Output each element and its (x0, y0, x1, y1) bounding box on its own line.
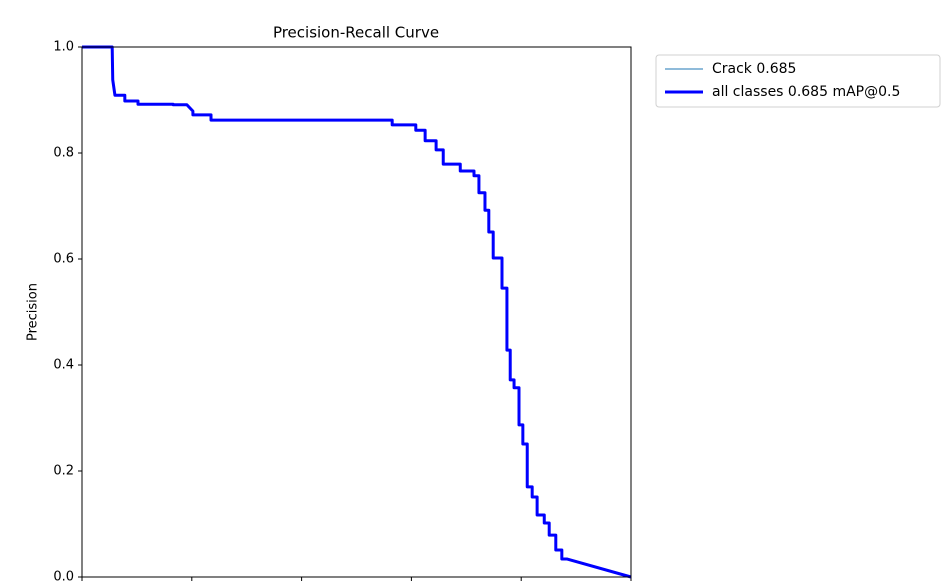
plot-frame (81, 46, 632, 578)
y-tick-label: 0.0 (53, 570, 74, 581)
pr-curve (82, 46, 632, 578)
y-tick-label: 0.2 (53, 464, 74, 479)
legend-label: Crack 0.685 (712, 61, 796, 77)
y-tick-label: 0.4 (53, 358, 74, 373)
chart-title: Precision-Recall Curve (273, 24, 439, 42)
legend-box (655, 54, 941, 108)
y-tick-label: 1.0 (53, 40, 74, 55)
legend-label: all classes 0.685 mAP@0.5 (712, 84, 900, 100)
y-tick-label: 0.6 (53, 252, 74, 267)
y-axis-label: Precision (26, 283, 41, 341)
pr-curve (82, 45, 632, 579)
y-tick-label: 0.8 (53, 146, 74, 161)
